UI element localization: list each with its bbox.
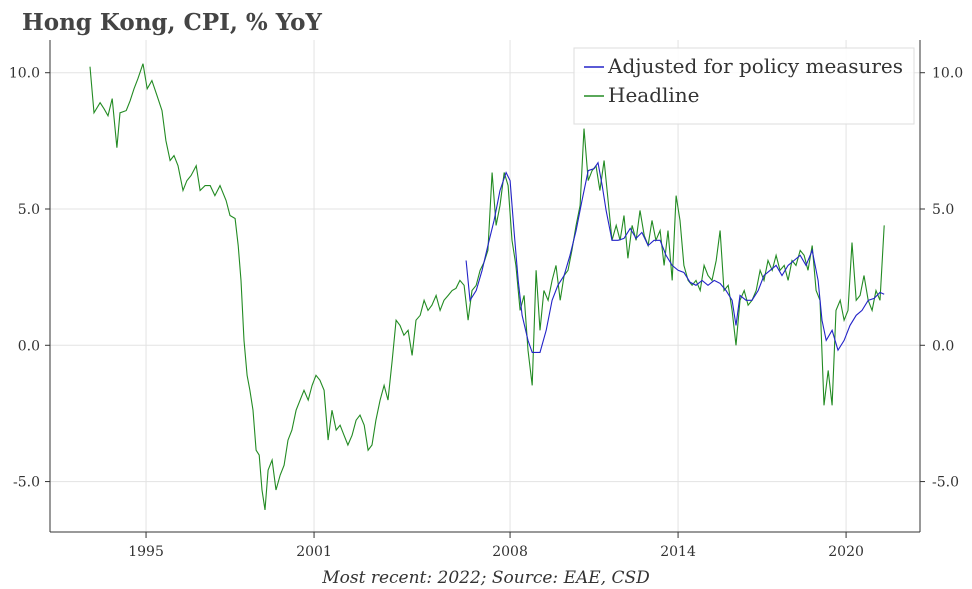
x-tick-label: 2001: [296, 544, 332, 560]
y-tick-label: 10.0: [9, 66, 40, 82]
y-tick-label: 5.0: [18, 202, 40, 218]
x-tick-label: 2014: [660, 544, 696, 560]
y-tick-label: 0.0: [18, 338, 40, 354]
y-tick-label: -5.0: [13, 475, 40, 491]
x-tick-label: 2008: [492, 544, 528, 560]
y2-tick-label: -5.0: [932, 475, 959, 491]
line-series: [89, 63, 885, 510]
chart-title: Hong Kong, CPI, % YoY: [22, 9, 323, 36]
y2-tick-label: 0.0: [932, 338, 954, 354]
footnote: Most recent: 2022; Source: EAE, CSD: [321, 568, 650, 588]
line-series: [465, 161, 885, 353]
y2-tick-label: 5.0: [932, 202, 954, 218]
legend-label: Headline: [608, 83, 700, 107]
x-tick-label: 1995: [128, 544, 164, 560]
legend-label: Adjusted for policy measures: [607, 54, 903, 78]
y2-tick-label: 10.0: [932, 66, 963, 82]
x-tick-label: 2020: [828, 544, 864, 560]
legend-box: [573, 47, 915, 125]
